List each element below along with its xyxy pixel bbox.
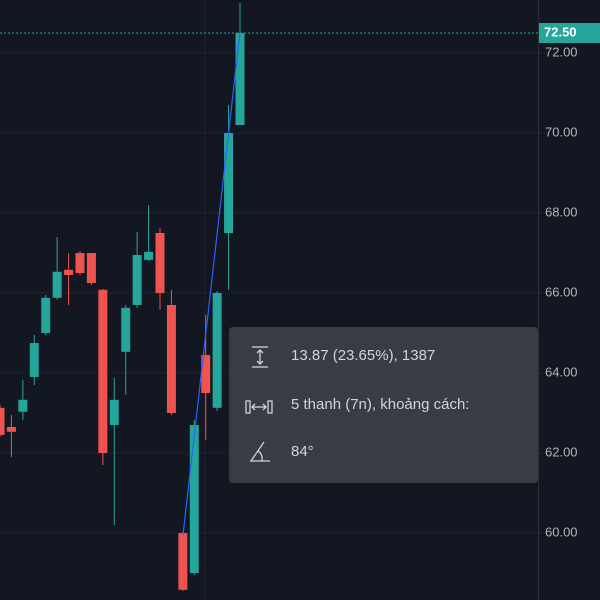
candle-body (29, 343, 39, 377)
candle-body (212, 293, 222, 408)
axis-labels: 60.00 62.00 64.00 66.00 68.00 70.00 72.00 (538, 44, 578, 539)
candle-body (41, 297, 51, 333)
candle-body (235, 33, 245, 125)
candle-body (75, 253, 85, 273)
candle-body (224, 133, 234, 233)
y-tick-label: 62.00 (545, 444, 578, 459)
candle-body (144, 251, 154, 260)
candle-body (178, 533, 188, 590)
icon-price (252, 346, 268, 368)
candle-body (6, 427, 16, 432)
y-tick-label: 70.00 (545, 124, 578, 139)
angle: 84° (291, 443, 314, 460)
y-tick-label: 60.00 (545, 524, 578, 539)
candle-body (0, 407, 5, 435)
candle-body (109, 399, 119, 425)
last-price-label: 72.50 (544, 24, 577, 39)
tooltip-box (229, 327, 538, 483)
icon-angle (249, 441, 270, 462)
candle-body (155, 233, 165, 293)
y-tick-label: 68.00 (545, 204, 578, 219)
price-range: 13.87 (23.65%), 1387 (291, 347, 435, 364)
candle-body (98, 289, 108, 453)
measure-line (182, 31, 241, 536)
candle-body (201, 355, 211, 393)
icon-bars (245, 400, 273, 414)
candle-body (64, 269, 74, 275)
last-price-box (539, 23, 600, 43)
candle-body (86, 253, 96, 283)
y-tick-label: 72.00 (545, 44, 578, 59)
measure-tooltip: 13.87 (23.65%), 1387 5 thanh (7n), khoản… (229, 327, 538, 483)
candle-body (189, 425, 199, 573)
candle-body (18, 399, 28, 412)
candle-body (121, 307, 131, 352)
bar-range: 5 thanh (7n), khoảng cách: (291, 396, 469, 413)
price-axis (538, 0, 600, 600)
candle-body (52, 271, 62, 298)
y-tick-label: 64.00 (545, 364, 578, 379)
candle-body (132, 255, 142, 305)
y-tick-label: 66.00 (545, 284, 578, 299)
candle-body (166, 305, 176, 413)
candles (0, 3, 245, 591)
